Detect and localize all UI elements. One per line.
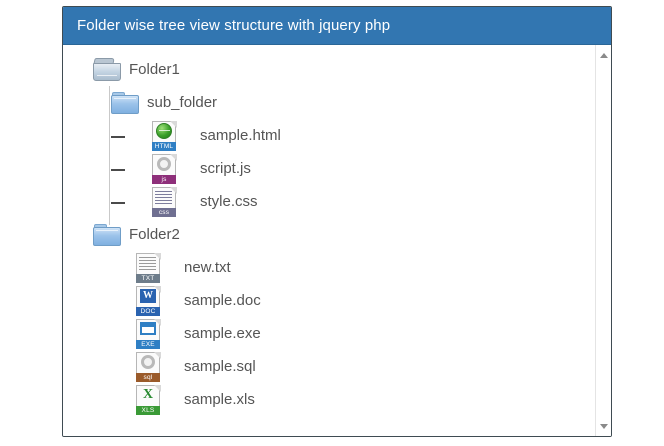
page-title: Folder wise tree view structure with jqu… xyxy=(77,17,391,34)
file-type-badge: js xyxy=(152,174,176,184)
doc-file-icon: W DOC xyxy=(135,285,162,317)
file-type-badge: DOC xyxy=(136,306,160,316)
tree-node-label: script.js xyxy=(200,160,251,177)
tree-node-sample-html[interactable]: HTML sample.html xyxy=(63,119,595,152)
html-file-icon: HTML xyxy=(151,120,178,152)
panel-body: Folder1 sub_folder xyxy=(63,45,611,436)
exe-file-icon: EXE xyxy=(135,318,162,350)
excel-glyph: X xyxy=(142,386,154,402)
tree-node-sample-doc[interactable]: W DOC sample.doc xyxy=(63,284,595,317)
tree-connector-dash xyxy=(111,135,125,139)
tree-node-label: style.css xyxy=(200,193,258,210)
xls-file-icon: X XLS xyxy=(135,384,162,416)
tree-node-folder2[interactable]: Folder2 xyxy=(63,218,595,251)
tree-view-panel: Folder wise tree view structure with jqu… xyxy=(62,6,612,437)
tree-node-label: sample.xls xyxy=(184,391,255,408)
css-file-icon: css xyxy=(151,186,178,218)
folder-tree: Folder1 sub_folder xyxy=(63,45,595,436)
scroll-down-button[interactable] xyxy=(596,418,611,434)
tree-node-new-txt[interactable]: TXT new.txt xyxy=(63,251,595,284)
panel-header: Folder wise tree view structure with jqu… xyxy=(63,7,611,45)
vertical-scrollbar[interactable] xyxy=(595,45,611,436)
file-type-badge: TXT xyxy=(136,273,160,283)
arrow-up-icon xyxy=(599,52,608,58)
folder-open-icon xyxy=(93,57,123,82)
tree-node-label: sub_folder xyxy=(147,94,218,111)
tree-connector-dash xyxy=(111,201,125,205)
folder-closed-icon xyxy=(93,222,123,247)
tree-node-sample-sql[interactable]: sql sample.sql xyxy=(63,350,595,383)
tree-node-folder1[interactable]: Folder1 xyxy=(63,53,595,86)
folder-closed-icon xyxy=(111,90,141,115)
tree-node-sub-folder[interactable]: sub_folder xyxy=(63,86,595,119)
tree-node-label: sample.doc xyxy=(184,292,261,309)
tree-node-script-js[interactable]: js script.js xyxy=(63,152,595,185)
file-type-badge: sql xyxy=(136,372,160,382)
tree-node-sample-exe[interactable]: EXE sample.exe xyxy=(63,317,595,350)
word-glyph: W xyxy=(140,288,156,303)
arrow-down-icon xyxy=(599,423,608,429)
file-type-badge: HTML xyxy=(152,141,176,151)
txt-file-icon: TXT xyxy=(135,252,162,284)
tree-node-label: Folder2 xyxy=(129,226,180,243)
tree-connector-line xyxy=(109,86,110,225)
tree-node-sample-xls[interactable]: X XLS sample.xls xyxy=(63,383,595,416)
tree-node-label: new.txt xyxy=(184,259,231,276)
scroll-up-button[interactable] xyxy=(596,47,611,63)
sql-file-icon: sql xyxy=(135,351,162,383)
tree-node-label: sample.sql xyxy=(184,358,256,375)
tree-node-label: sample.html xyxy=(200,127,281,144)
file-type-badge: css xyxy=(152,207,176,217)
tree-node-style-css[interactable]: css style.css xyxy=(63,185,595,218)
file-type-badge: XLS xyxy=(136,405,160,415)
tree-node-label: sample.exe xyxy=(184,325,261,342)
tree-node-label: Folder1 xyxy=(129,61,180,78)
js-file-icon: js xyxy=(151,153,178,185)
tree-connector-dash xyxy=(111,168,125,172)
file-type-badge: EXE xyxy=(136,339,160,349)
